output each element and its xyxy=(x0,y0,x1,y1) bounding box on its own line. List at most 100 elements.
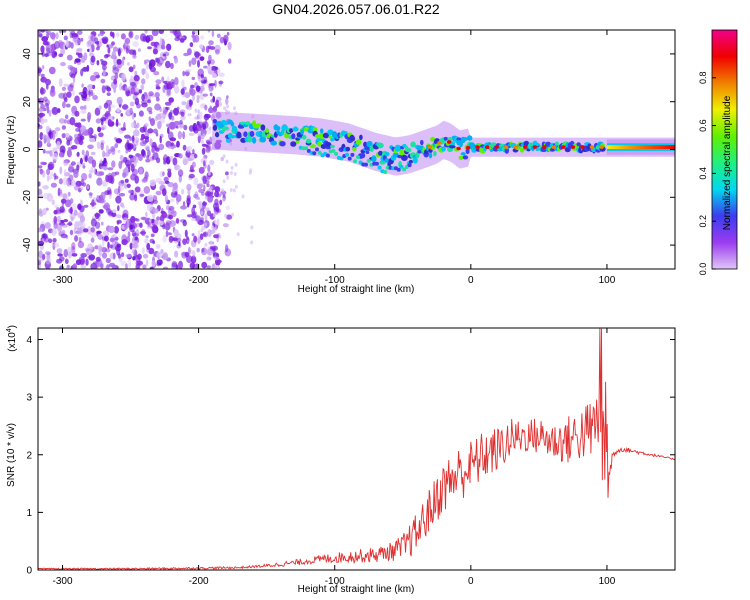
noise-speckle xyxy=(215,99,220,108)
noise-speckle xyxy=(144,238,149,245)
noise-speckle xyxy=(153,199,159,204)
noise-speckle xyxy=(79,125,87,132)
noise-speckle xyxy=(209,105,212,111)
noise-speckle xyxy=(194,116,200,120)
ridge-blob xyxy=(260,124,266,131)
noise-speckle xyxy=(205,179,210,185)
noise-speckle xyxy=(210,230,214,235)
ridge-blob xyxy=(449,145,456,149)
noise-speckle xyxy=(225,205,230,210)
noise-speckle xyxy=(182,70,186,77)
noise-speckle xyxy=(81,149,85,156)
noise-speckle xyxy=(168,97,174,103)
noise-speckle xyxy=(74,95,80,104)
noise-speckle xyxy=(148,37,151,42)
noise-speckle xyxy=(51,32,56,41)
noise-speckle xyxy=(196,247,200,253)
noise-speckle xyxy=(155,79,162,85)
noise-speckle xyxy=(195,217,200,222)
noise-speckle xyxy=(211,30,215,37)
noise-speckle xyxy=(128,30,134,39)
noise-speckle xyxy=(117,205,120,212)
noise-speckle xyxy=(74,136,81,145)
noise-speckle xyxy=(165,60,171,69)
noise-speckle xyxy=(145,62,149,70)
ridge-blob xyxy=(359,134,363,140)
noise-speckle xyxy=(80,253,87,258)
ridge-blob xyxy=(325,146,332,150)
noise-speckle xyxy=(174,77,179,86)
noise-speckle xyxy=(65,103,71,108)
noise-speckle xyxy=(90,263,97,269)
noise-speckle xyxy=(76,47,83,52)
noise-speckle xyxy=(139,141,147,147)
noise-speckle xyxy=(181,251,188,259)
noise-speckle xyxy=(66,119,71,125)
noise-speckle xyxy=(98,246,103,252)
noise-speckle xyxy=(56,258,63,264)
noise-speckle xyxy=(155,113,162,120)
ridge-blob xyxy=(265,128,270,134)
noise-speckle xyxy=(44,235,49,243)
ridge-blob xyxy=(383,170,388,174)
noise-speckle xyxy=(57,188,63,195)
noise-speckle xyxy=(155,84,160,88)
noise-speckle xyxy=(221,188,225,193)
noise-speckle xyxy=(80,118,86,122)
noise-speckle xyxy=(124,159,132,167)
noise-speckle xyxy=(188,173,195,179)
noise-speckle xyxy=(117,48,121,57)
noise-speckle xyxy=(83,104,87,111)
noise-speckle xyxy=(201,261,208,269)
noise-speckle xyxy=(152,208,159,214)
noise-speckle xyxy=(182,238,187,245)
noise-speckle xyxy=(207,114,211,119)
noise-speckle xyxy=(47,30,52,36)
noise-speckle xyxy=(159,171,165,178)
ridge-blob xyxy=(443,136,448,141)
noise-speckle xyxy=(101,36,109,45)
noise-speckle xyxy=(160,45,166,50)
noise-speckle xyxy=(207,164,211,172)
ridge-blob xyxy=(420,139,424,146)
ridge-peak xyxy=(570,145,576,149)
noise-speckle xyxy=(132,135,135,142)
noise-speckle xyxy=(200,211,204,215)
ridge-blob xyxy=(360,152,366,159)
ridge-blob xyxy=(463,137,468,141)
noise-speckle xyxy=(205,45,210,54)
noise-speckle xyxy=(112,209,117,213)
noise-speckle xyxy=(207,171,211,176)
noise-speckle xyxy=(222,197,225,202)
ridge-blob xyxy=(304,126,309,132)
spectrogram-y-axis: -40 -20 0 20 40 xyxy=(22,48,675,252)
noise-speckle xyxy=(95,221,101,229)
noise-speckle xyxy=(100,165,107,170)
noise-speckle xyxy=(182,156,190,165)
noise-speckle xyxy=(51,50,57,59)
noise-speckle xyxy=(202,93,209,97)
noise-speckle xyxy=(64,199,72,208)
noise-speckle xyxy=(88,192,93,196)
noise-speckle xyxy=(147,203,153,212)
noise-speckle xyxy=(178,241,181,247)
noise-speckle xyxy=(161,76,165,83)
noise-speckle xyxy=(193,30,199,33)
noise-speckle xyxy=(188,60,192,67)
noise-speckle xyxy=(191,206,196,216)
noise-speckle xyxy=(191,76,196,81)
noise-speckle xyxy=(86,40,92,48)
noise-speckle xyxy=(133,189,136,196)
noise-speckle xyxy=(187,188,191,196)
noise-speckle xyxy=(187,48,192,56)
ridge-blob xyxy=(319,132,325,139)
noise-speckle xyxy=(38,165,43,169)
noise-speckle xyxy=(163,154,168,163)
noise-speckle xyxy=(234,184,238,189)
noise-speckle xyxy=(88,254,96,261)
noise-speckle xyxy=(163,176,169,182)
ridge-blob xyxy=(305,138,312,144)
spectrogram-y-label: Frequency (Hz) xyxy=(6,116,17,185)
noise-speckle xyxy=(132,64,136,70)
ridge-blob xyxy=(349,134,355,141)
